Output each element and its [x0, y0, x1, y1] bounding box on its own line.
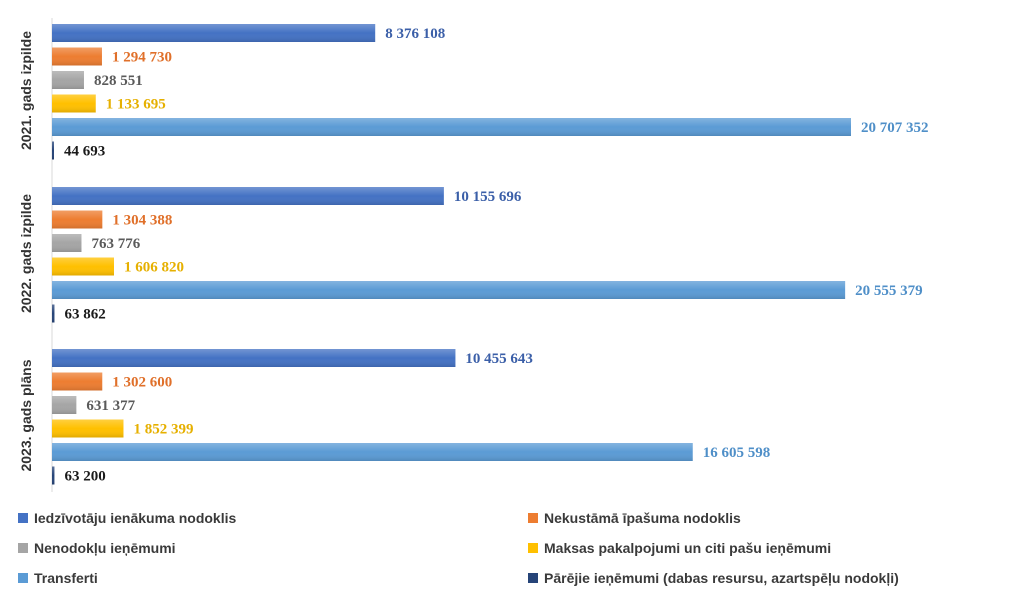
bar-shading	[52, 419, 124, 438]
data-label: 63 200	[64, 469, 105, 485]
legend-entry: Maksas pakalpojumi un citi pašu ieņēmumi	[544, 540, 831, 556]
legend-swatch	[18, 573, 28, 583]
legend-entry: Transferti	[34, 570, 98, 586]
bar-shading	[52, 71, 84, 89]
bar-shading	[52, 24, 376, 42]
legend-entry: Pārējie ieņēmumi (dabas resursu, azartsp…	[544, 570, 899, 586]
data-label: 1 302 600	[112, 375, 172, 391]
legend-swatch	[18, 543, 28, 553]
data-label: 8 376 108	[385, 26, 445, 42]
bar-shading	[52, 257, 114, 276]
data-label: 828 551	[94, 73, 143, 89]
data-label: 10 455 643	[465, 351, 533, 367]
data-label: 1 852 399	[133, 422, 193, 438]
bar-shading	[52, 234, 82, 252]
bar-shading	[52, 396, 77, 414]
data-label: 10 155 696	[454, 189, 522, 205]
bar-shading	[52, 210, 103, 229]
legend-entry: Nenodokļu ieņēmumi	[34, 540, 176, 556]
legend-entry: Nekustāmā īpašuma nodoklis	[544, 510, 741, 526]
bar-shading	[52, 187, 444, 205]
category-label: 2022. gads izpilde	[18, 194, 34, 313]
data-label: 1 133 695	[106, 97, 166, 113]
bar-shading	[52, 372, 103, 391]
bar-shading	[52, 304, 55, 323]
data-label: 1 606 820	[124, 260, 184, 276]
bar-shading	[52, 443, 693, 461]
data-label: 63 862	[64, 307, 105, 323]
bar-shading	[52, 466, 55, 485]
legend-swatch	[528, 543, 538, 553]
category-label: 2021. gads izpilde	[18, 31, 34, 150]
data-label: 20 707 352	[861, 120, 929, 136]
bar-shading	[52, 47, 102, 66]
legend-swatch	[18, 513, 28, 523]
data-label: 20 555 379	[855, 283, 923, 299]
bar-shading	[52, 349, 456, 367]
category-label: 2023. gads plāns	[18, 359, 34, 471]
data-label: 1 304 388	[112, 213, 172, 229]
data-label: 16 605 598	[703, 445, 771, 461]
data-label: 44 693	[64, 144, 105, 160]
bar-shading	[52, 118, 851, 136]
bar-shading	[52, 281, 846, 299]
legend-entry: Iedzīvotāju ienākuma nodoklis	[34, 510, 236, 526]
data-label: 1 294 730	[112, 50, 172, 66]
legend-swatch	[528, 513, 538, 523]
bar-shading	[52, 141, 54, 160]
data-label: 631 377	[86, 398, 135, 414]
data-label: 763 776	[91, 236, 140, 252]
bar-shading	[52, 94, 96, 113]
legend-swatch	[528, 573, 538, 583]
